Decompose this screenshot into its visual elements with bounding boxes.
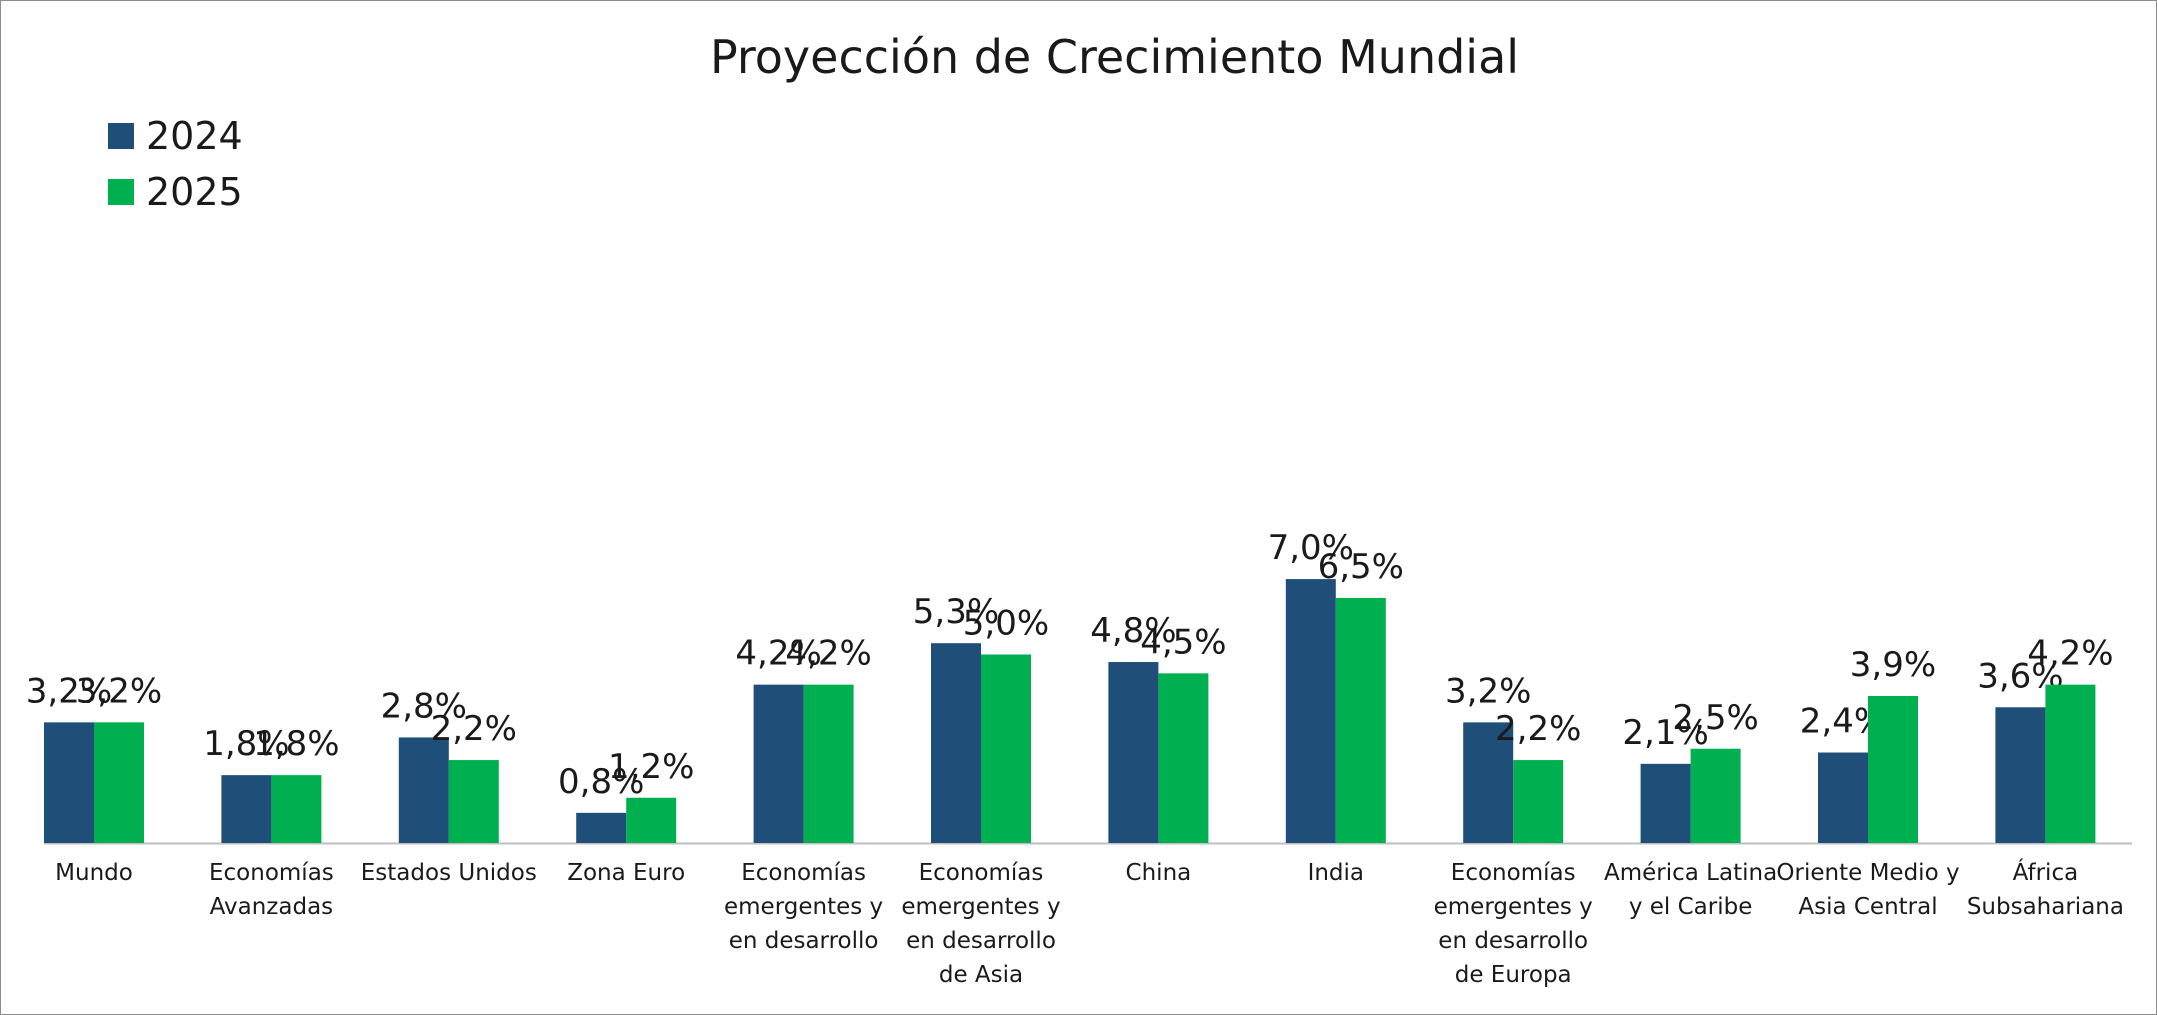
bar-2024-1 (221, 775, 272, 843)
bar-2025-8 (1513, 760, 1564, 843)
category-label-line: emergentes y (724, 894, 883, 920)
category-label-line: y el Caribe (1629, 894, 1753, 920)
bar-2024-9 (1640, 763, 1691, 843)
category-label-4: Economías emergentes y en desarrollo (724, 860, 883, 954)
category-label-line: India (1308, 860, 1364, 886)
bar-2025-5 (981, 654, 1031, 843)
bar-2025-11 (2045, 684, 2096, 843)
data-label-2024-7: 7,0% (1268, 528, 1354, 568)
legend-item-2024: 2024 (108, 108, 243, 164)
data-label-2025-0: 3,2% (76, 671, 162, 711)
data-label-2025-7: 6,5% (1318, 547, 1404, 587)
category-label-9: América Latina y el Caribe (1604, 860, 1777, 920)
data-label-2025-10: 3,9% (1850, 645, 1936, 685)
category-label-line: Economías (1451, 860, 1576, 886)
legend: 2024 2025 (108, 108, 243, 220)
category-label-11: África Subsahariana (1967, 858, 2124, 920)
category-label-line: Mundo (55, 860, 133, 886)
category-label-2: Estados Unidos (361, 860, 537, 886)
category-label-line: emergentes y (901, 894, 1060, 920)
category-label-line: Oriente Medio y (1776, 860, 1959, 886)
data-label-2024-4: 4,2% (735, 634, 821, 674)
category-label-3: Zona Euro (567, 860, 685, 886)
category-label-line: Asia Central (1798, 894, 1937, 920)
data-label-2024-0: 3,2% (26, 671, 112, 711)
bar-2025-10 (1868, 695, 1918, 843)
data-label-2024-3: 0,8% (558, 762, 644, 802)
category-label-line: Subsahariana (1967, 894, 2124, 920)
data-label-2024-6: 4,8% (1090, 611, 1176, 651)
category-label-5: Economías emergentes y en desarrollo de Asi… (901, 860, 1060, 988)
bar-2025-1 (271, 775, 322, 843)
category-label-line: en desarrollo (906, 928, 1056, 954)
data-label-2025-4: 4,2% (785, 634, 871, 674)
data-label-2024-1: 1,8% (203, 724, 289, 764)
legend-item-2025: 2025 (108, 164, 243, 220)
bar-2025-2 (448, 760, 499, 843)
bar-2024-2 (398, 737, 449, 843)
bar-2025-0 (94, 722, 144, 843)
data-label-2025-8: 2,2% (1495, 709, 1581, 749)
category-label-line: China (1126, 860, 1192, 886)
category-label-0: Mundo (55, 860, 133, 886)
legend-swatch-2024 (108, 123, 134, 149)
category-label-line: en desarrollo (729, 928, 879, 954)
data-label-2025-1: 1,8% (253, 724, 339, 764)
bar-2025-9 (1690, 748, 1741, 843)
category-label-1: Economías Avanzadas (209, 860, 334, 920)
category-label-line: de Asia (939, 962, 1023, 988)
category-label-7: India (1308, 860, 1364, 886)
bar-2025-7 (1335, 597, 1386, 843)
bar-2024-8 (1463, 722, 1514, 843)
category-label-line: África (2013, 858, 2079, 886)
legend-label-2025: 2025 (146, 170, 243, 214)
bar-2024-7 (1285, 579, 1336, 843)
bar-2025-4 (803, 684, 854, 843)
category-label-8: Economías emergentes y en desarrollo de Eur… (1434, 860, 1593, 988)
bar-2025-6 (1158, 673, 1209, 843)
data-label-2024-2: 2,8% (381, 686, 467, 726)
data-label-2025-6: 4,5% (1140, 622, 1226, 662)
bar-2024-10 (1818, 752, 1868, 843)
category-label-line: Economías (209, 860, 334, 886)
data-label-2024-9: 2,1% (1622, 713, 1708, 753)
category-label-line: Economías (741, 860, 866, 886)
category-label-line: Zona Euro (567, 860, 685, 886)
bar-2024-11 (1995, 707, 2046, 843)
bar-2024-4 (753, 684, 804, 843)
data-label-2025-11: 4,2% (2027, 634, 2113, 674)
data-label-2024-5: 5,3% (913, 592, 999, 632)
data-label-2025-2: 2,2% (431, 709, 517, 749)
data-label-2024-8: 3,2% (1445, 671, 1531, 711)
category-label-line: emergentes y (1434, 894, 1593, 920)
category-label-line: Avanzadas (210, 894, 334, 920)
bar-2024-3 (576, 812, 627, 843)
data-label-2025-5: 5,0% (963, 604, 1049, 644)
category-label-line: en desarrollo (1438, 928, 1588, 954)
bar-2024-0 (44, 722, 94, 843)
category-label-line: de Europa (1455, 962, 1572, 988)
category-label-line: América Latina (1604, 860, 1777, 886)
category-label-line: Economías (919, 860, 1044, 886)
bar-2025-3 (626, 797, 677, 843)
chart-title: Proyección de Crecimiento Mundial (709, 30, 1520, 84)
category-label-10: Oriente Medio y Asia Central (1776, 860, 1959, 920)
category-label-line: Estados Unidos (361, 860, 537, 886)
bar-2024-6 (1108, 662, 1159, 843)
category-label-6: China (1126, 860, 1192, 886)
data-label-2025-9: 2,5% (1672, 698, 1758, 738)
data-label-2025-3: 1,2% (608, 747, 694, 787)
legend-swatch-2025 (108, 179, 134, 205)
legend-label-2024: 2024 (146, 114, 243, 158)
bar-2024-5 (931, 643, 981, 843)
